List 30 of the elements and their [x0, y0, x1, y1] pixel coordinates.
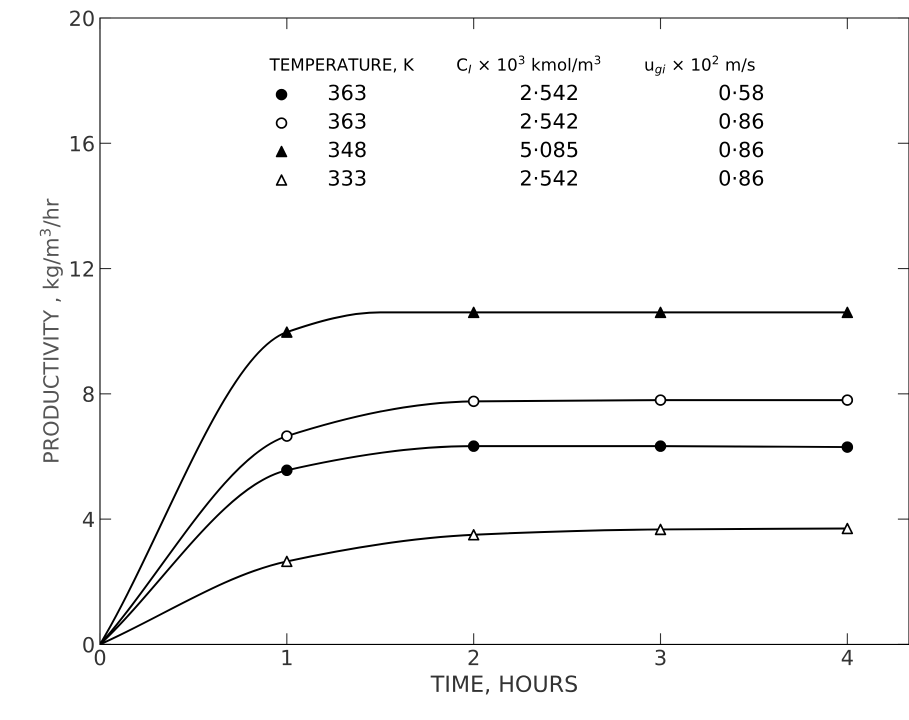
point: [842, 306, 854, 318]
point: [654, 306, 666, 318]
x-tick-label: 3: [655, 650, 666, 666]
y-axis-title: PRODUCTIVITY , kg/m$^{3}$/hr: [40, 198, 63, 462]
point: [468, 529, 480, 541]
y-tick-label: 16: [70, 136, 94, 152]
y-tick-label: 8: [83, 386, 94, 402]
text: TEMPERATURE, K C$_{I}$ × 10$^{3}$ kmol/m$^{3}$ u$_{gi}$ × 10$^{2}$ m/s: [270, 56, 755, 76]
point: [281, 464, 293, 476]
legend-label: 363 2·542 0·86: [328, 113, 764, 129]
point: [468, 440, 480, 452]
point: [654, 524, 666, 536]
legend-label: 333 2·542 0·86: [328, 170, 764, 186]
point: [842, 522, 854, 534]
y-tick-label: 0: [83, 636, 94, 653]
x-tick-label: 2: [468, 650, 478, 666]
legend-label: 363 2·542 0·58: [328, 84, 764, 100]
x-tick-label: 1: [282, 650, 292, 666]
point: [842, 441, 854, 453]
y-tick-label: 4: [82, 512, 94, 528]
x-tick-label: 4: [842, 650, 853, 666]
point: [468, 306, 480, 318]
x-tick-label: 0: [94, 650, 106, 666]
x-axis-title: TIME, HOURS: [430, 675, 577, 694]
point: [654, 440, 666, 452]
y-tick-label: 20: [70, 10, 94, 26]
legend-label: 348 5·085 0·86: [328, 142, 764, 158]
y-tick-label: 12: [70, 261, 94, 276]
point: [281, 556, 293, 568]
point: [281, 326, 293, 338]
